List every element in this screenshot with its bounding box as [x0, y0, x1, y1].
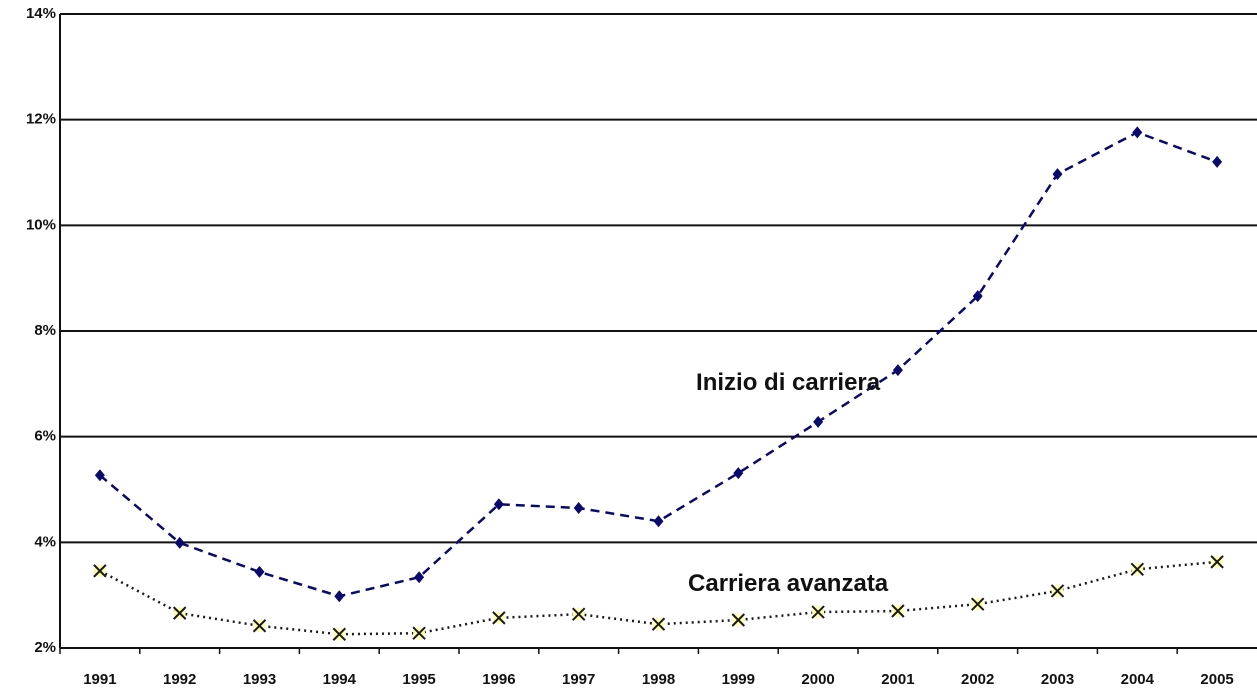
point-marker [813, 415, 824, 428]
x-tick-label: 1993 [243, 671, 276, 688]
y-tick-label: 8% [34, 322, 56, 339]
x-tick-label: 1998 [642, 671, 675, 688]
annotation: Inizio di carriera [696, 369, 881, 396]
y-tick-label: 12% [26, 111, 56, 128]
point-marker [1130, 562, 1145, 576]
point-marker [891, 604, 905, 618]
point-marker [492, 611, 506, 625]
point-marker [334, 590, 345, 603]
point-marker [892, 364, 903, 377]
point-marker [493, 498, 504, 511]
point-marker [172, 606, 187, 620]
x-tick-label: 2000 [801, 671, 834, 688]
y-tick-label: 2% [34, 639, 56, 656]
y-tick-label: 14% [26, 5, 56, 22]
point-marker [972, 290, 983, 303]
point-marker [1052, 168, 1063, 181]
point-marker [573, 501, 584, 514]
point-marker [1050, 584, 1065, 598]
point-marker [653, 515, 664, 528]
point-marker [174, 536, 185, 549]
point-marker [1210, 555, 1224, 569]
x-tick-label: 2001 [881, 671, 914, 688]
x-tick-label: 2005 [1200, 671, 1233, 688]
x-tick-label: 1995 [402, 671, 435, 688]
y-tick-label: 4% [34, 533, 56, 550]
point-marker [1132, 126, 1143, 139]
point-marker [571, 607, 586, 621]
point-marker [94, 469, 105, 482]
x-tick-label: 2004 [1121, 671, 1155, 688]
x-tick-label: 1999 [722, 671, 755, 688]
x-tick-label: 1997 [562, 671, 595, 688]
x-tick-label: 2003 [1041, 671, 1074, 688]
x-tick-label: 1991 [83, 671, 116, 688]
y-tick-label: 10% [26, 216, 56, 233]
x-tick-label: 1994 [323, 671, 357, 688]
point-marker [93, 564, 107, 578]
y-tick-label: 6% [34, 428, 56, 445]
point-marker [733, 467, 744, 480]
point-marker [254, 565, 265, 578]
point-marker [970, 597, 985, 611]
point-marker [412, 626, 426, 640]
annotation: Carriera avanzata [688, 570, 889, 597]
point-marker [651, 617, 666, 631]
point-marker [731, 613, 746, 627]
x-tick-label: 2002 [961, 671, 994, 688]
point-marker [811, 605, 825, 619]
point-marker [252, 619, 267, 633]
point-marker [414, 571, 425, 584]
x-tick-label: 1992 [163, 671, 196, 688]
x-tick-label: 1996 [482, 671, 515, 688]
point-marker [332, 627, 347, 641]
point-marker [1212, 155, 1223, 168]
